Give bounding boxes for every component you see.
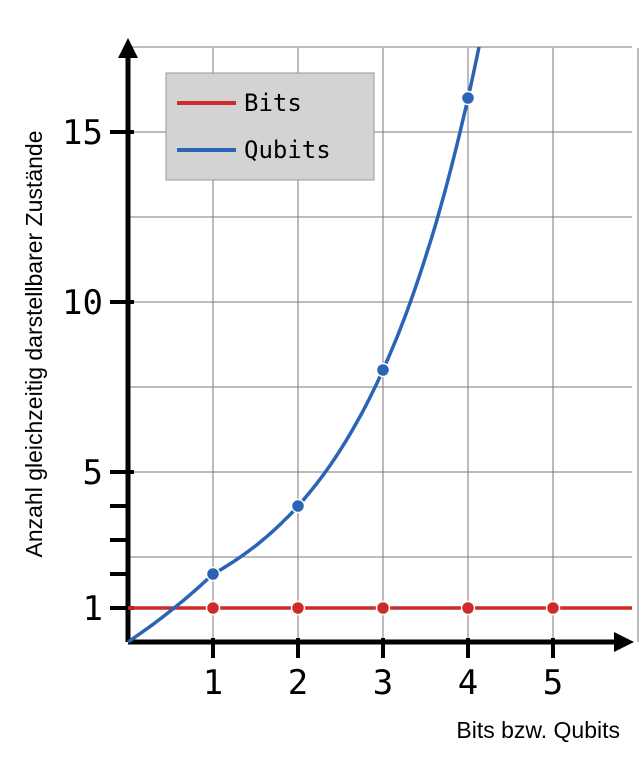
point-qubits	[375, 362, 391, 378]
series	[127, 46, 632, 644]
x-tick-label: 3	[373, 663, 393, 703]
x-tick-label: 4	[458, 663, 478, 703]
y-tick-label: 10	[62, 283, 103, 323]
legend-box	[165, 72, 375, 181]
point-bits	[545, 600, 561, 616]
point-bits	[205, 600, 221, 616]
point-qubits	[205, 566, 221, 582]
series-line-qubits	[127, 46, 481, 644]
ticks	[110, 130, 555, 658]
point-bits	[460, 600, 476, 616]
y-axis-title: Anzahl gleichzeitig darstellbarer Zustän…	[21, 130, 47, 557]
x-tick-label: 1	[203, 663, 223, 703]
y-tick-label: 5	[83, 453, 103, 493]
x-tick-label: 2	[288, 663, 308, 703]
x-tick-label: 5	[543, 663, 563, 703]
legend: Bits Qubits	[165, 72, 375, 181]
point-bits	[290, 600, 306, 616]
legend-label: Bits	[244, 89, 302, 117]
point-bits	[375, 600, 391, 616]
point-qubits	[290, 498, 306, 514]
x-axis-title: Bits bzw. Qubits	[456, 717, 620, 743]
y-tick-label: 15	[62, 113, 103, 153]
x-axis-arrow	[614, 632, 634, 652]
axes	[118, 38, 634, 652]
y-axis-arrow	[118, 38, 138, 58]
point-qubits	[460, 90, 476, 106]
legend-label: Qubits	[244, 136, 331, 164]
y-tick-label: 1	[83, 589, 103, 629]
